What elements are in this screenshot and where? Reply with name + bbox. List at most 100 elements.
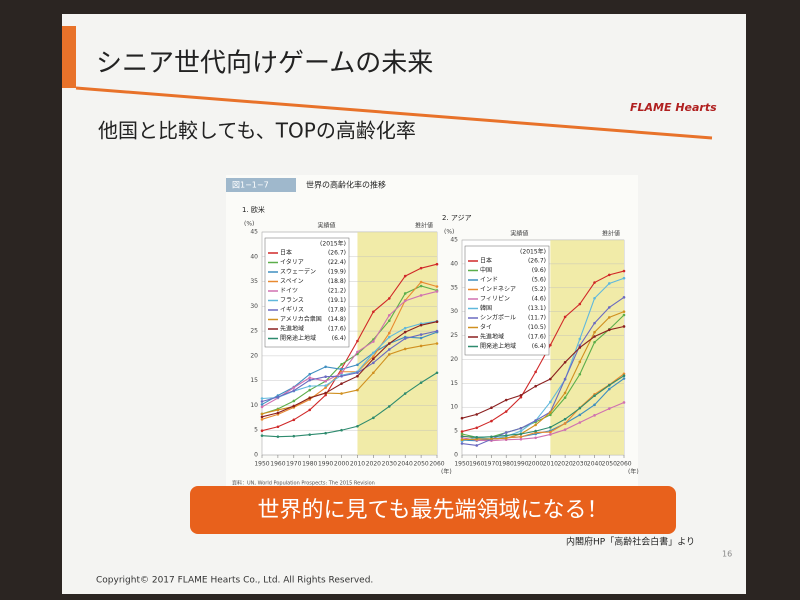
series-line bbox=[261, 330, 438, 403]
y-tick-label: 25 bbox=[450, 332, 458, 339]
legend-name: フランス bbox=[280, 297, 304, 304]
data-point bbox=[403, 274, 407, 278]
data-point bbox=[435, 329, 439, 333]
data-point bbox=[490, 406, 493, 410]
banner-text: 世界的に見ても最先端領域になる！ bbox=[258, 498, 609, 523]
legend-name: ドイツ bbox=[280, 288, 298, 295]
title-accent bbox=[62, 26, 76, 88]
chart-title: 2. アジア bbox=[442, 214, 472, 222]
series-line bbox=[261, 285, 438, 415]
data-point bbox=[534, 384, 537, 388]
data-point bbox=[340, 363, 343, 366]
legend-title: (2015年) bbox=[320, 240, 346, 248]
data-point bbox=[260, 429, 264, 433]
data-point bbox=[403, 330, 407, 334]
data-point bbox=[549, 411, 552, 414]
data-point bbox=[504, 434, 508, 437]
data-point bbox=[324, 379, 327, 383]
legend-value: (5.6) bbox=[532, 277, 546, 284]
x-tick-label: 2060 bbox=[616, 461, 631, 468]
x-tick-label: 2030 bbox=[572, 461, 587, 468]
data-point bbox=[593, 330, 596, 334]
data-point bbox=[340, 392, 343, 395]
series-line bbox=[261, 281, 438, 420]
y-tick-label: 10 bbox=[250, 402, 258, 409]
legend-value: (17.6) bbox=[528, 334, 546, 341]
data-point bbox=[356, 374, 359, 378]
data-point bbox=[563, 315, 567, 319]
data-point bbox=[387, 313, 391, 317]
data-point bbox=[534, 436, 537, 440]
data-point bbox=[460, 416, 464, 420]
data-point bbox=[260, 418, 264, 421]
data-point bbox=[308, 372, 312, 376]
data-point bbox=[607, 282, 611, 285]
data-point bbox=[475, 436, 479, 439]
y-tick-label: 15 bbox=[450, 380, 458, 387]
series-line bbox=[261, 372, 438, 438]
data-point bbox=[519, 432, 523, 436]
legend-name: スペイン bbox=[280, 278, 304, 285]
y-tick-label: 25 bbox=[250, 328, 258, 335]
x-tick-label: 2030 bbox=[382, 461, 397, 468]
data-point bbox=[387, 297, 391, 300]
data-point bbox=[460, 442, 464, 445]
data-point bbox=[324, 393, 327, 397]
series-line bbox=[461, 296, 625, 447]
data-point bbox=[372, 416, 375, 420]
data-point bbox=[403, 347, 407, 351]
figure-label: 図1−1−7 bbox=[232, 181, 269, 190]
data-point bbox=[276, 395, 280, 399]
data-point bbox=[563, 422, 567, 425]
data-point bbox=[403, 326, 407, 330]
data-point bbox=[578, 406, 582, 410]
y-tick-label: 35 bbox=[450, 284, 458, 291]
legend-value: (5.2) bbox=[532, 286, 546, 293]
logo: FLAME Hearts bbox=[630, 101, 717, 114]
legend-value: (26.7) bbox=[528, 258, 546, 265]
legend-box bbox=[464, 245, 550, 356]
legend-value: (10.5) bbox=[528, 324, 546, 331]
data-point bbox=[292, 418, 296, 422]
x-tick-label: 2060 bbox=[429, 461, 444, 468]
data-point bbox=[435, 285, 439, 288]
data-point bbox=[549, 433, 552, 436]
data-point bbox=[504, 410, 508, 413]
data-point bbox=[475, 426, 479, 430]
data-point bbox=[356, 350, 359, 354]
legend-name: 先進地域 bbox=[480, 333, 504, 341]
data-point bbox=[504, 398, 508, 402]
legend-box bbox=[264, 237, 350, 348]
data-point bbox=[622, 296, 626, 299]
data-point bbox=[419, 381, 423, 384]
y-unit: (%) bbox=[244, 221, 254, 228]
x-tick-label: 2000 bbox=[334, 461, 349, 468]
data-point bbox=[563, 391, 567, 395]
legend-value: (26.7) bbox=[328, 250, 346, 257]
x-tick-label: 1990 bbox=[318, 461, 333, 468]
x-tick-label: 1950 bbox=[254, 461, 269, 468]
legend-value: (6.4) bbox=[532, 343, 546, 350]
data-point bbox=[578, 413, 582, 417]
data-point bbox=[475, 437, 479, 441]
data-point bbox=[622, 269, 626, 273]
y-unit: (%) bbox=[444, 229, 454, 236]
legend-name: イギリス bbox=[280, 307, 304, 314]
data-point bbox=[308, 378, 312, 382]
data-point bbox=[563, 417, 567, 421]
series-line bbox=[461, 270, 625, 433]
data-point bbox=[549, 430, 552, 434]
data-point bbox=[593, 281, 596, 284]
data-point bbox=[372, 371, 375, 375]
data-point bbox=[607, 407, 611, 410]
forecast-label: 推計値 bbox=[602, 230, 620, 238]
data-point bbox=[534, 419, 537, 422]
data-point bbox=[308, 396, 312, 400]
data-point bbox=[308, 384, 312, 388]
legend-name: インド bbox=[480, 277, 498, 284]
x-tick-label: 1970 bbox=[286, 461, 301, 468]
title-rule bbox=[75, 86, 713, 140]
figure-label-box bbox=[226, 178, 296, 192]
y-tick-label: 30 bbox=[250, 303, 258, 310]
